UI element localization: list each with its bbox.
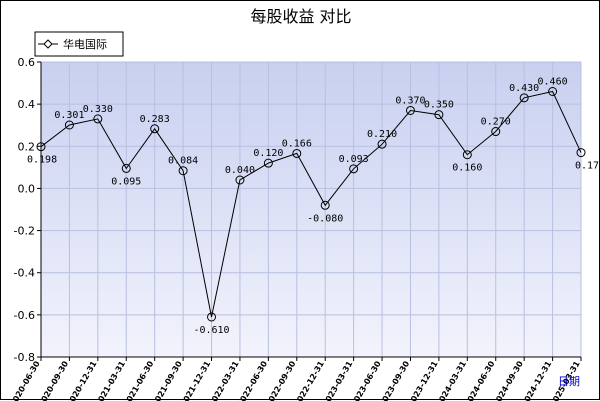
y-tick-label: -0.8 [14, 351, 35, 364]
data-point [349, 164, 359, 174]
axes [37, 61, 582, 361]
data-label: 0.460 [538, 77, 568, 88]
data-label: 0.170 [575, 161, 600, 172]
y-tick-label: -0.2 [14, 225, 35, 238]
data-point [178, 166, 188, 176]
data-label: 0.093 [339, 154, 369, 165]
data-point [292, 148, 302, 158]
data-label: 0.040 [225, 165, 255, 176]
data-point [519, 93, 529, 103]
data-label: -0.080 [307, 213, 343, 224]
x-tick-label: 2023-03-31 [321, 359, 355, 401]
data-label: 0.270 [481, 117, 511, 128]
x-tick-label: 2020-09-30 [37, 359, 71, 401]
data-label: 0.430 [509, 83, 539, 94]
data-label: 0.095 [111, 176, 141, 187]
data-label: 0.198 [27, 155, 57, 166]
x-tick-label: 2020-06-30 [8, 359, 42, 401]
data-point [235, 175, 245, 185]
data-point [576, 148, 586, 158]
data-label: 0.301 [54, 110, 84, 121]
legend-marker-icon [43, 39, 53, 49]
data-label: 0.350 [424, 100, 454, 111]
x-tick-label: 2024-06-30 [463, 359, 497, 401]
data-point [150, 124, 160, 134]
data-label: -0.610 [193, 325, 229, 336]
x-tick-label: 2021-09-30 [150, 359, 184, 401]
data-point [64, 120, 74, 130]
data-point [434, 110, 444, 120]
legend: 华电国际 [34, 31, 124, 57]
y-tick-label: -0.6 [14, 309, 35, 322]
data-point [548, 87, 558, 96]
plot-area [41, 62, 581, 357]
data-point [36, 142, 46, 152]
x-tick-label: 2023-06-30 [349, 359, 383, 401]
data-point [491, 127, 501, 137]
x-tick-label: 2021-12-31 [179, 359, 213, 401]
series-line [40, 90, 582, 318]
legend-label: 华电国际 [63, 37, 107, 51]
y-tick-label: -0.4 [14, 267, 35, 280]
y-tick-label: 0.4 [18, 98, 36, 111]
x-tick-label: 2024-09-30 [492, 359, 526, 401]
x-tick-label: 2021-06-30 [122, 359, 156, 401]
data-label: 0.120 [253, 148, 283, 159]
data-point [405, 105, 415, 115]
x-axis-ticks: 2020-06-302020-09-302020-12-312021-03-31… [8, 359, 582, 401]
x-tick-label: 2020-12-31 [65, 359, 99, 401]
x-tick-label: 2021-03-31 [94, 359, 128, 401]
data-label: 0.370 [395, 95, 425, 106]
data-label: 0.283 [140, 114, 170, 125]
grid-lines [40, 61, 582, 358]
y-tick-label: 0.0 [18, 182, 36, 195]
series-layer [36, 87, 586, 322]
data-point [377, 139, 387, 149]
x-tick-label: 2022-06-30 [236, 359, 270, 401]
data-point [320, 200, 330, 210]
data-point [207, 312, 217, 322]
x-axis-label: 日期 [558, 375, 580, 388]
x-tick-label: 2023-09-30 [378, 359, 412, 401]
data-point [121, 163, 131, 173]
x-tick-label: 2024-12-31 [520, 359, 554, 401]
x-tick-label: 2022-09-30 [264, 359, 298, 401]
data-point [462, 150, 472, 160]
x-tick-label: 2022-12-31 [293, 359, 327, 401]
data-label: 0.084 [168, 156, 198, 167]
x-tick-label: 2024-03-31 [435, 359, 469, 401]
x-tick-label: 2023-12-31 [406, 359, 440, 401]
data-label: 0.210 [367, 129, 397, 140]
y-axis-ticks: 0.6 0.4 0.2 0.0 -0.2 -0.4 -0.6 -0.8 [14, 56, 35, 364]
data-label: 0.160 [452, 163, 482, 174]
x-tick-label: 2022-03-31 [207, 359, 241, 401]
data-label: 0.330 [83, 104, 113, 115]
data-label: 0.166 [282, 138, 312, 149]
data-point [263, 158, 273, 168]
data-point [93, 114, 103, 124]
y-tick-label: 0.6 [18, 56, 36, 69]
chart-title: 每股收益 对比 [250, 7, 351, 26]
y-tick-label: 0.2 [18, 140, 36, 153]
